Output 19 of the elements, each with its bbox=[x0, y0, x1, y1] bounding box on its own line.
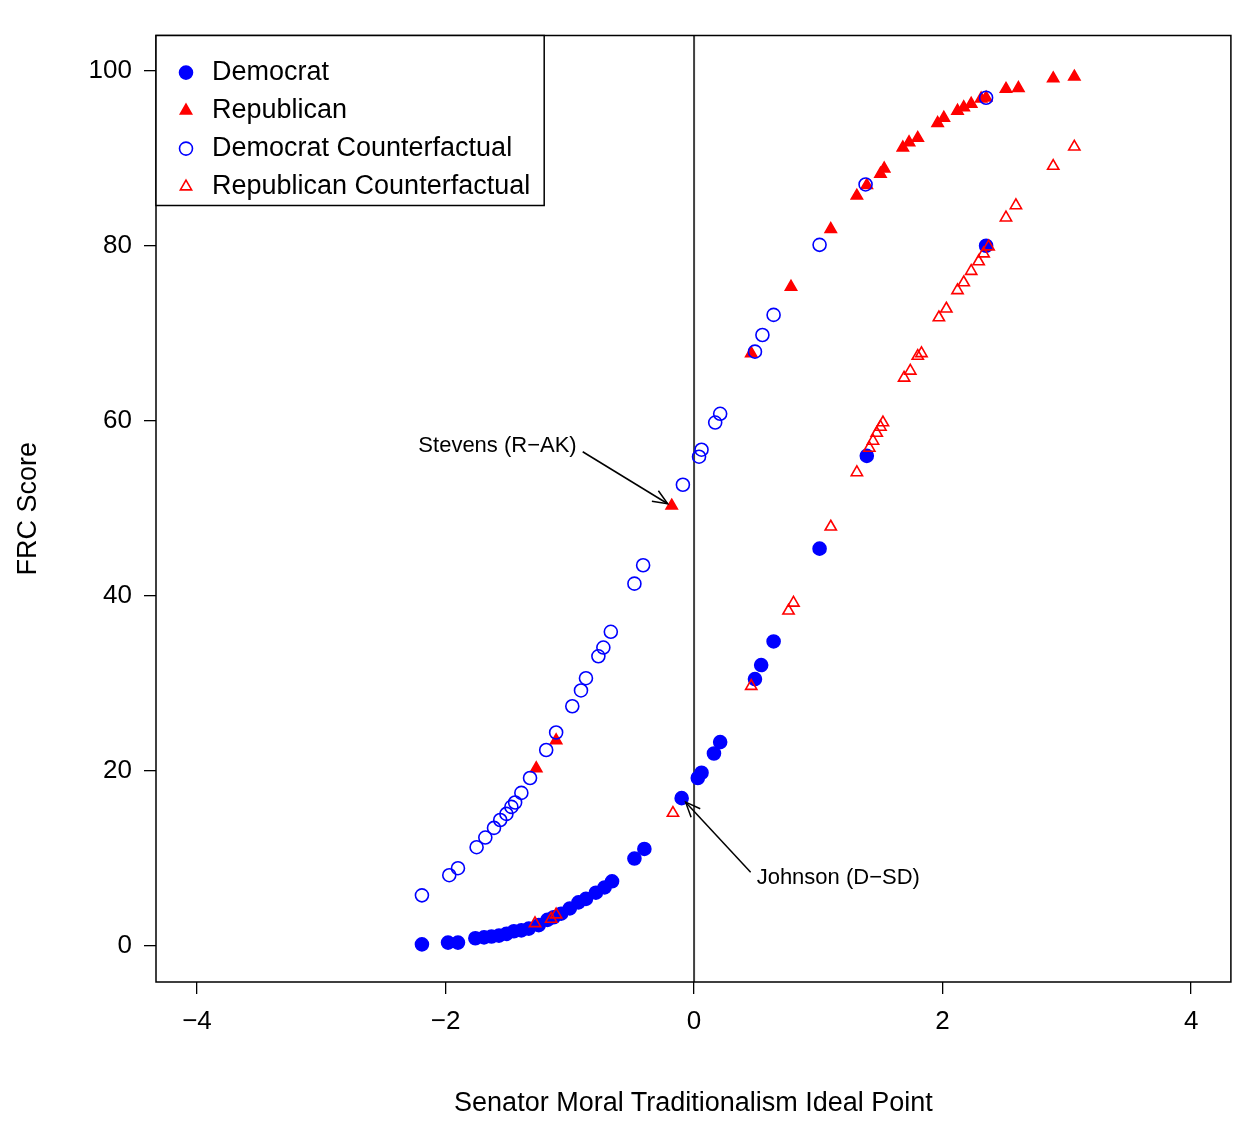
annotation: Stevens (R−AK) bbox=[418, 431, 577, 457]
y-axis-title: FRC Score bbox=[11, 442, 42, 576]
legend-label: Democrat Counterfactual bbox=[212, 132, 513, 163]
legend-label: Democrat bbox=[212, 56, 330, 87]
legend-label: Republican bbox=[212, 94, 348, 125]
x-tick-label: −2 bbox=[430, 1004, 461, 1035]
y-tick-label: 60 bbox=[103, 403, 132, 434]
x-tick-label: 2 bbox=[935, 1004, 950, 1035]
x-tick-label: 0 bbox=[686, 1004, 702, 1035]
y-tick-label: 20 bbox=[103, 754, 132, 785]
y-tick-label: 40 bbox=[103, 579, 132, 610]
x-axis-title: Senator Moral Traditionalism Ideal Point bbox=[454, 1087, 934, 1118]
x-tick-label: 4 bbox=[1183, 1004, 1199, 1035]
annotation: Johnson (D−SD) bbox=[756, 864, 920, 890]
y-tick-label: 100 bbox=[88, 53, 132, 84]
y-tick-label: 0 bbox=[117, 929, 132, 960]
legend-label: Republican Counterfactual bbox=[212, 170, 531, 201]
y-tick-label: 80 bbox=[103, 228, 132, 259]
x-tick-label: −4 bbox=[182, 1004, 212, 1035]
